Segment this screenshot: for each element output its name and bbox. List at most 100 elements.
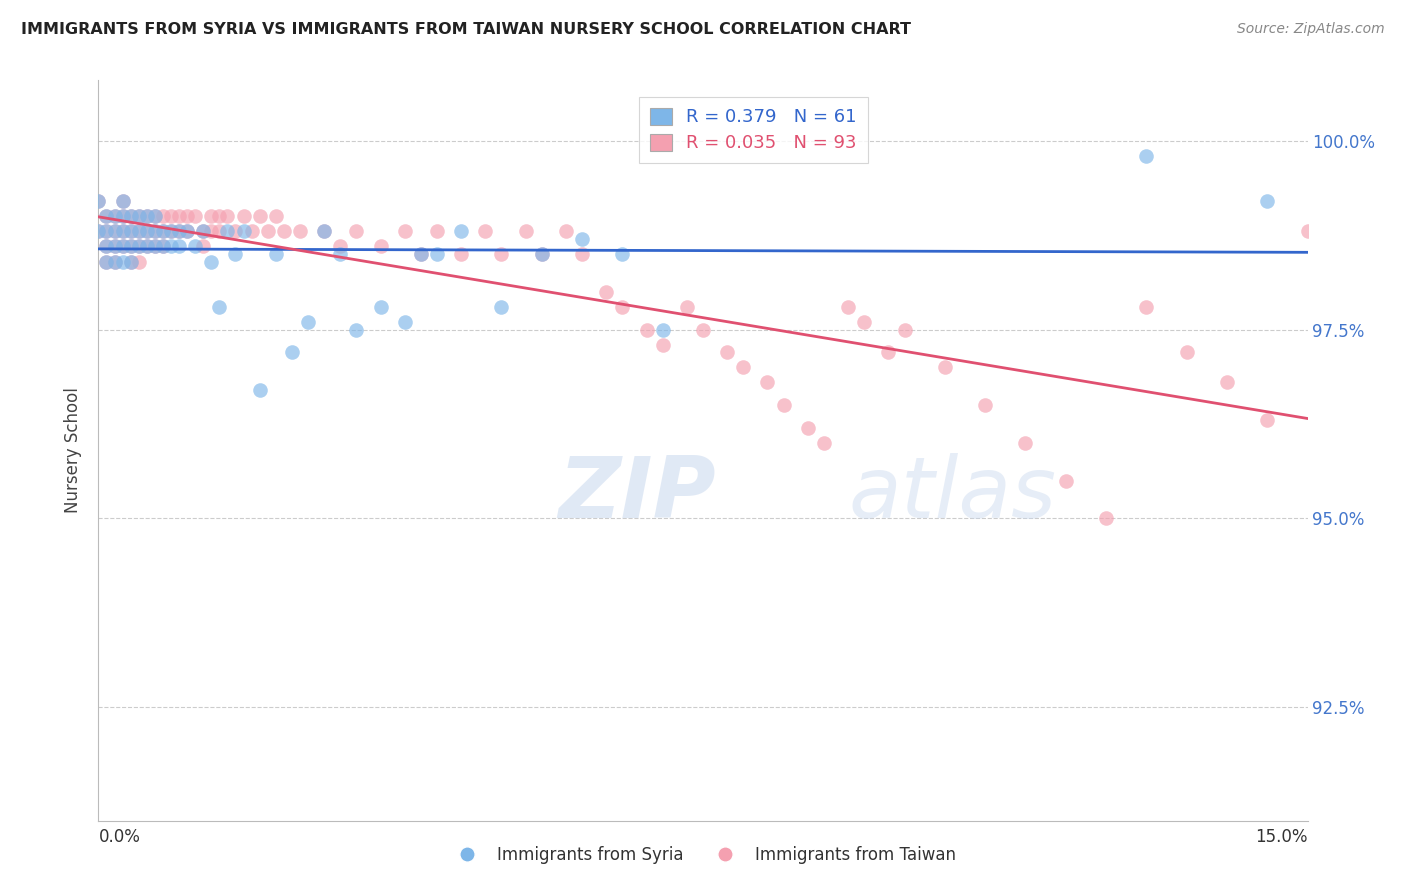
Point (103, 254, 125, 268)
Point (426, 224, 449, 238)
Point (135, 239, 157, 253)
Point (595, 285, 617, 299)
Point (273, 224, 295, 238)
Point (651, 337, 673, 351)
Point (128, 254, 150, 268)
Text: atlas: atlas (848, 453, 1056, 536)
Point (297, 315, 319, 329)
Point (120, 224, 142, 238)
Point (716, 345, 738, 359)
Text: ZIP: ZIP (558, 453, 716, 536)
Point (160, 239, 183, 253)
Point (837, 300, 859, 314)
Point (128, 239, 150, 253)
Point (530, 247, 553, 261)
Point (103, 239, 125, 253)
Point (612, 300, 634, 314)
Point (87, 194, 110, 209)
Point (135, 209, 157, 223)
Point (103, 209, 125, 223)
Point (733, 360, 755, 375)
Point (200, 209, 222, 223)
Point (676, 300, 699, 314)
Point (208, 209, 231, 223)
Point (1256, 413, 1278, 427)
Point (249, 209, 271, 223)
Point (120, 209, 142, 223)
Point (184, 209, 207, 223)
Point (135, 239, 157, 253)
Point (314, 224, 336, 238)
Point (193, 239, 215, 253)
Point (409, 247, 432, 261)
Point (193, 224, 215, 238)
Point (120, 239, 142, 253)
Point (281, 345, 304, 359)
Point (135, 209, 157, 223)
Point (370, 300, 392, 314)
Point (176, 224, 198, 238)
Text: 15.0%: 15.0% (1256, 828, 1308, 847)
Point (636, 322, 658, 336)
Point (217, 224, 239, 238)
Point (756, 376, 779, 390)
Point (87, 224, 110, 238)
Legend: R = 0.379   N = 61, R = 0.035   N = 93: R = 0.379 N = 61, R = 0.035 N = 93 (640, 96, 868, 163)
Text: IMMIGRANTS FROM SYRIA VS IMMIGRANTS FROM TAIWAN NURSERY SCHOOL CORRELATION CHART: IMMIGRANTS FROM SYRIA VS IMMIGRANTS FROM… (21, 22, 911, 37)
Text: 0.0%: 0.0% (98, 828, 141, 847)
Point (877, 345, 900, 359)
Point (474, 224, 496, 238)
Point (111, 254, 134, 268)
Point (176, 224, 198, 238)
Point (314, 224, 336, 238)
Point (193, 224, 215, 238)
Point (1135, 149, 1157, 163)
Point (491, 300, 513, 314)
Point (96, 224, 118, 238)
Point (135, 224, 157, 238)
Point (111, 224, 134, 238)
Point (96, 209, 118, 223)
Point (152, 239, 174, 253)
Point (143, 224, 166, 238)
Point (232, 224, 254, 238)
Point (96, 254, 118, 268)
Point (1095, 511, 1118, 525)
Point (530, 247, 553, 261)
Point (409, 247, 432, 261)
Point (103, 224, 125, 238)
Point (111, 209, 134, 223)
Point (176, 209, 198, 223)
Point (1054, 474, 1077, 488)
Point (813, 436, 835, 450)
Point (120, 224, 142, 238)
Point (111, 224, 134, 238)
Point (120, 239, 142, 253)
Point (167, 224, 190, 238)
Point (249, 383, 271, 397)
Point (1296, 224, 1319, 238)
Point (853, 315, 876, 329)
Point (167, 224, 190, 238)
Point (152, 209, 174, 223)
Point (264, 247, 287, 261)
Y-axis label: Nursery School: Nursery School (65, 387, 83, 514)
Point (103, 224, 125, 238)
Point (288, 224, 311, 238)
Point (103, 254, 125, 268)
Point (1135, 300, 1157, 314)
Point (143, 239, 166, 253)
Point (208, 224, 231, 238)
Point (256, 224, 278, 238)
Point (120, 254, 142, 268)
Point (329, 247, 352, 261)
Point (120, 209, 142, 223)
Point (692, 322, 714, 336)
Point (152, 224, 174, 238)
Point (491, 247, 513, 261)
Point (128, 209, 150, 223)
Point (450, 224, 472, 238)
Point (143, 209, 166, 223)
Point (426, 247, 449, 261)
Point (344, 224, 367, 238)
